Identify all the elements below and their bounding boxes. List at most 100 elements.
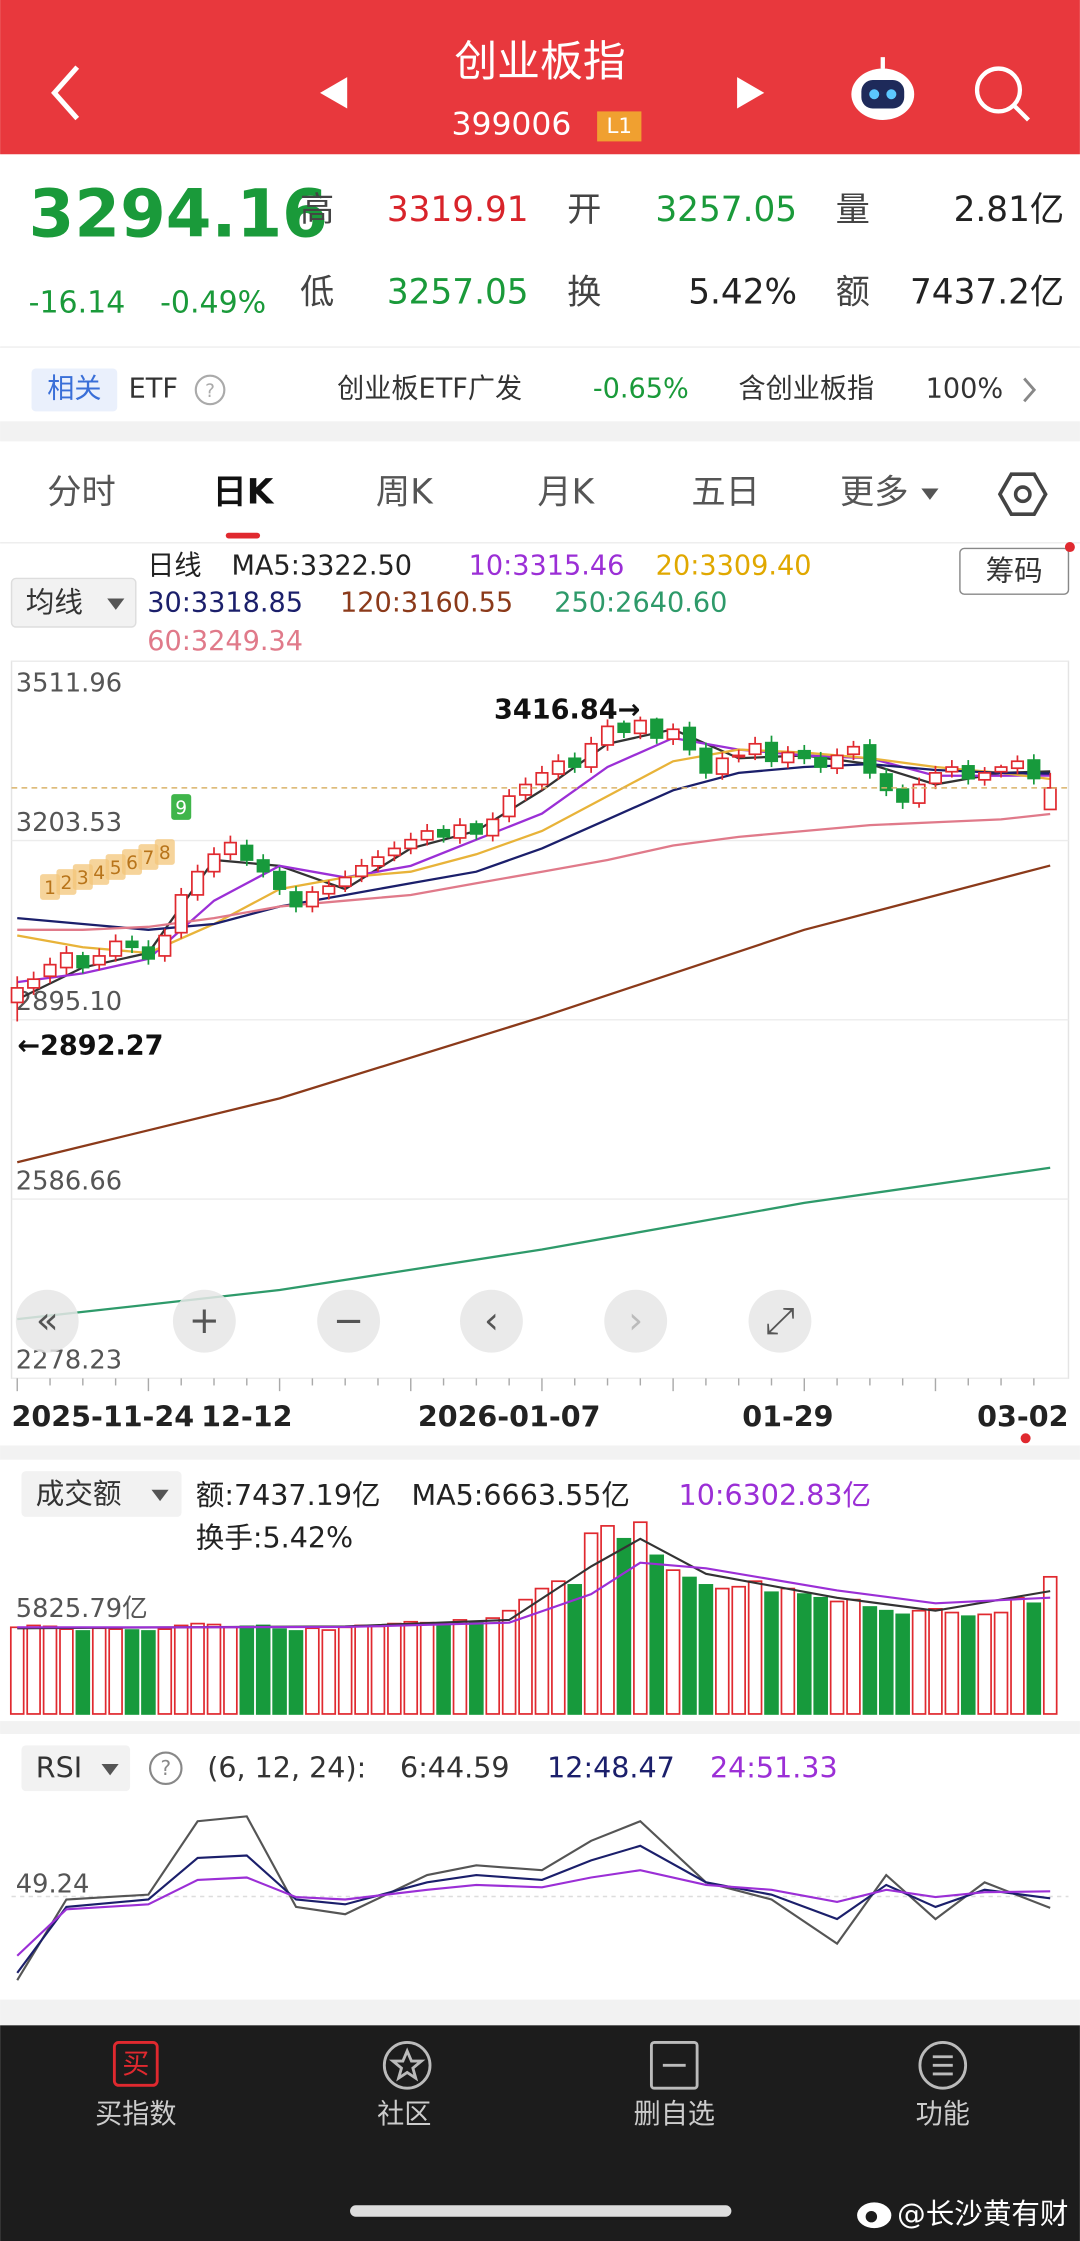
low-annotation: ←2892.27 bbox=[17, 1031, 163, 1062]
candle-body bbox=[387, 847, 401, 857]
candle-body bbox=[10, 987, 24, 1004]
chart-control[interactable] bbox=[15, 1289, 79, 1353]
change: -16.14 bbox=[29, 286, 126, 321]
gap bbox=[0, 421, 1080, 442]
bottom-nav bbox=[0, 2025, 1080, 2241]
info-icon[interactable]: ? bbox=[149, 1751, 183, 1786]
candle-body bbox=[994, 766, 1008, 773]
chart-control[interactable] bbox=[317, 1289, 381, 1353]
volume-bar bbox=[501, 1609, 517, 1715]
chevron[interactable] bbox=[1023, 377, 1037, 403]
chart-control[interactable] bbox=[172, 1289, 236, 1353]
volume-bar bbox=[1026, 1602, 1042, 1715]
nav-label[interactable]: 社区 bbox=[377, 2099, 431, 2130]
quote-label: 换 bbox=[567, 273, 601, 313]
rsi-button[interactable]: RSI bbox=[36, 1751, 82, 1785]
home-indicator bbox=[350, 2205, 732, 2217]
buy-icon[interactable]: 买 bbox=[122, 2049, 149, 2080]
volume-bar bbox=[124, 1629, 140, 1715]
volume-bar bbox=[928, 1608, 943, 1715]
watchlist-icon[interactable] bbox=[649, 2041, 699, 2090]
volume-bar bbox=[75, 1630, 91, 1715]
nav-label[interactable]: 功能 bbox=[916, 2099, 970, 2130]
volume-bar bbox=[403, 1620, 419, 1715]
volume-bar bbox=[288, 1630, 304, 1715]
ma-legend: 20:3309.40 bbox=[656, 551, 812, 582]
volume-bar bbox=[59, 1628, 74, 1715]
volume-bar bbox=[747, 1580, 763, 1715]
tab[interactable]: 周K bbox=[376, 473, 434, 513]
candle-body bbox=[896, 788, 910, 803]
ma-line bbox=[17, 748, 1051, 955]
change-pct: -0.49% bbox=[160, 286, 266, 321]
ma-legend: 日线 bbox=[147, 551, 201, 582]
volume-bar bbox=[190, 1622, 205, 1715]
td-badge bbox=[171, 794, 192, 820]
td-badge bbox=[40, 874, 61, 900]
related-tag: 相关 bbox=[47, 373, 101, 404]
volume-bar bbox=[108, 1628, 123, 1715]
candle-body bbox=[76, 955, 90, 969]
candle-body bbox=[748, 742, 762, 756]
chart-control[interactable] bbox=[748, 1289, 812, 1353]
tab[interactable]: 更多 bbox=[840, 473, 909, 513]
caret bbox=[107, 598, 125, 610]
tab[interactable]: 月K bbox=[537, 473, 595, 513]
volume-bar bbox=[354, 1624, 369, 1715]
prev-button[interactable] bbox=[320, 77, 348, 109]
back-button[interactable] bbox=[51, 65, 80, 121]
related-tag-box bbox=[31, 368, 118, 412]
related-holds: 含创业板指 bbox=[739, 373, 875, 404]
chart-control[interactable] bbox=[460, 1289, 523, 1353]
candle-body bbox=[781, 751, 795, 764]
volume-legend: 10:6302.83亿 bbox=[679, 1478, 872, 1512]
candle-body bbox=[125, 940, 139, 949]
chart-control-icon: + bbox=[189, 1299, 220, 1342]
ma-button[interactable]: 均线 bbox=[26, 585, 83, 619]
title: 创业板指 bbox=[454, 37, 625, 87]
next-button[interactable] bbox=[737, 77, 765, 109]
search-button[interactable] bbox=[974, 66, 1030, 122]
settings-icon[interactable] bbox=[997, 472, 1048, 516]
candle-body bbox=[240, 844, 254, 861]
candle-body bbox=[1043, 787, 1057, 811]
tab[interactable]: 分时 bbox=[47, 473, 116, 513]
tab[interactable]: 五日 bbox=[691, 473, 760, 513]
candle-body bbox=[371, 856, 385, 867]
volume-bar bbox=[878, 1609, 894, 1715]
tab[interactable]: 日K bbox=[212, 473, 274, 513]
related-fund: 创业板ETF广发 bbox=[337, 373, 522, 404]
rsi-button-box[interactable] bbox=[21, 1745, 131, 1792]
community-icon[interactable] bbox=[382, 2041, 432, 2090]
buy-icon-box[interactable] bbox=[112, 2041, 159, 2087]
ma-button-box[interactable] bbox=[10, 577, 137, 628]
candle-body bbox=[191, 870, 205, 896]
function-icon[interactable] bbox=[918, 2041, 968, 2090]
candle-body bbox=[600, 725, 615, 746]
quote-value: 2.81亿 bbox=[954, 190, 1065, 230]
chart-control[interactable] bbox=[604, 1289, 668, 1353]
volume-button-box[interactable] bbox=[21, 1471, 182, 1517]
td-badge bbox=[89, 859, 110, 885]
volume-bar bbox=[436, 1623, 451, 1715]
chip-button[interactable]: 筹码 bbox=[986, 554, 1043, 588]
nav-label[interactable]: 买指数 bbox=[95, 2099, 176, 2130]
volume-bar bbox=[534, 1587, 550, 1715]
chip-button-box[interactable] bbox=[959, 547, 1070, 595]
volume-bar bbox=[26, 1624, 41, 1715]
robot-icon[interactable] bbox=[851, 57, 915, 120]
nav-label[interactable]: 删自选 bbox=[634, 2099, 715, 2130]
info-icon[interactable]: ? bbox=[194, 374, 226, 406]
candle-body bbox=[338, 876, 352, 888]
td-label: 8 bbox=[159, 843, 171, 864]
quote-value: 3257.05 bbox=[387, 273, 529, 313]
candle-body bbox=[502, 795, 516, 818]
quote-value: 7437.2亿 bbox=[910, 273, 1064, 313]
volume-button[interactable]: 成交额 bbox=[36, 1476, 122, 1510]
candle-body bbox=[355, 864, 369, 878]
dot bbox=[1020, 1433, 1031, 1444]
volume-ma-line bbox=[17, 1561, 1051, 1629]
candle-body bbox=[617, 722, 631, 734]
volume-bar bbox=[715, 1587, 730, 1715]
quote-label: 量 bbox=[836, 190, 870, 230]
